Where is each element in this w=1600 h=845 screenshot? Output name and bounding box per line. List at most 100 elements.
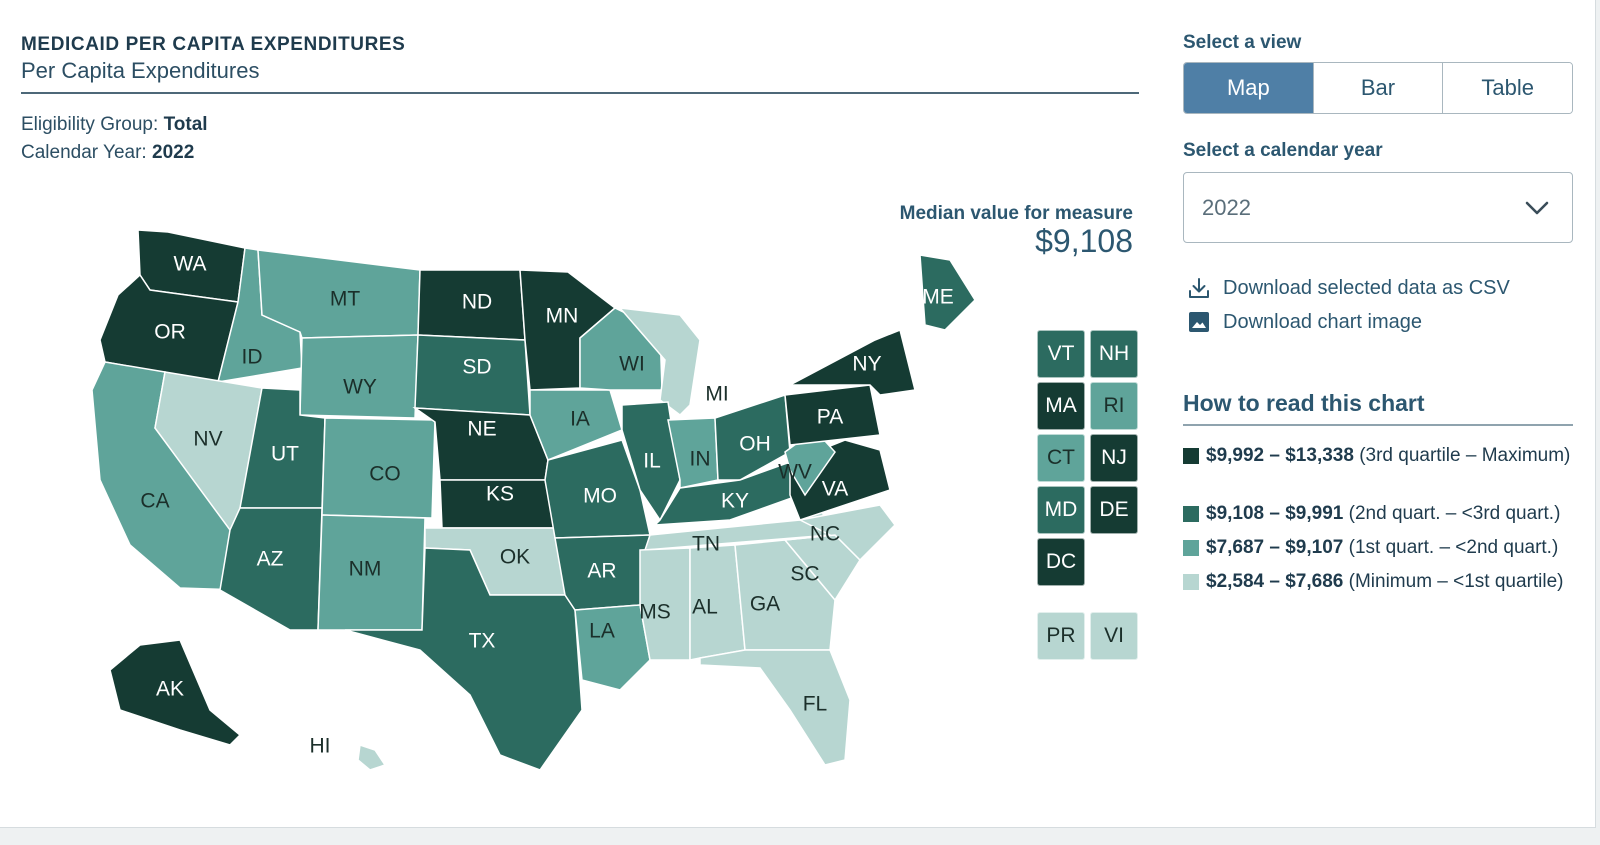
tile-ma[interactable]: MA bbox=[1037, 382, 1085, 430]
state-label-al: AL bbox=[692, 596, 718, 619]
title-divider bbox=[21, 92, 1139, 94]
state-label-wa: WA bbox=[173, 253, 206, 276]
state-tx[interactable] bbox=[344, 547, 583, 771]
howto-divider bbox=[1183, 424, 1573, 426]
eligibility-label: Eligibility Group: bbox=[21, 114, 159, 135]
legend-label: $9,992 – $13,338 (3rd quartile – Maximum… bbox=[1206, 445, 1571, 466]
tile-dc[interactable]: DC bbox=[1037, 538, 1085, 586]
chart-card: MEDICAID PER CAPITA EXPENDITURES Per Cap… bbox=[0, 0, 1596, 828]
legend-label: $7,687 – $9,107 (1st quart. – <2nd quart… bbox=[1206, 537, 1559, 558]
legend-item: $2,584 – $7,686 (Minimum – <1st quartile… bbox=[1183, 570, 1583, 593]
view-map-button[interactable]: Map bbox=[1184, 63, 1313, 113]
state-la[interactable] bbox=[574, 604, 651, 691]
state-mi[interactable] bbox=[618, 307, 701, 416]
state-ms[interactable] bbox=[639, 547, 691, 661]
tile-vt[interactable]: VT bbox=[1037, 330, 1085, 378]
state-ak[interactable] bbox=[109, 639, 242, 746]
median-value: $9,108 bbox=[1035, 223, 1133, 259]
state-label-ia: IA bbox=[570, 408, 590, 431]
view-table-button[interactable]: Table bbox=[1442, 63, 1572, 113]
legend-item: $7,687 – $9,107 (1st quart. – <2nd quart… bbox=[1183, 536, 1583, 559]
legend-swatch bbox=[1183, 540, 1199, 556]
state-label-wv: WV bbox=[778, 461, 812, 484]
state-hi[interactable] bbox=[357, 744, 387, 771]
tile-vi[interactable]: VI bbox=[1090, 612, 1138, 660]
state-co[interactable] bbox=[321, 417, 436, 519]
state-label-mi: MI bbox=[705, 383, 728, 406]
year-select[interactable]: 2022 bbox=[1183, 172, 1573, 243]
state-ny[interactable] bbox=[789, 328, 916, 396]
state-label-wi: WI bbox=[619, 353, 645, 376]
year-select-value: 2022 bbox=[1202, 194, 1251, 220]
view-bar-button[interactable]: Bar bbox=[1312, 63, 1443, 113]
state-label-mo: MO bbox=[583, 485, 617, 508]
state-label-mn: MN bbox=[546, 305, 579, 328]
state-label-ga: GA bbox=[750, 593, 780, 616]
state-nc[interactable] bbox=[784, 504, 896, 562]
state-label-tx: TX bbox=[469, 630, 496, 653]
tile-md[interactable]: MD bbox=[1037, 486, 1085, 534]
state-pa[interactable] bbox=[784, 384, 881, 446]
state-label-ky: KY bbox=[721, 490, 749, 513]
state-label-ok: OK bbox=[500, 546, 530, 569]
legend-swatch bbox=[1183, 448, 1199, 464]
download-image-link[interactable]: Download chart image bbox=[1187, 310, 1422, 334]
chart-subtitle: Per Capita Expenditures bbox=[21, 58, 260, 83]
year-label: Calendar Year: bbox=[21, 142, 147, 163]
state-label-nd: ND bbox=[462, 291, 492, 314]
state-oh[interactable] bbox=[714, 393, 791, 481]
state-label-sc: SC bbox=[790, 563, 819, 586]
legend-range: $7,687 – $9,107 bbox=[1206, 537, 1344, 558]
legend-range: $9,108 – $9,991 bbox=[1206, 503, 1344, 524]
tile-ct[interactable]: CT bbox=[1037, 434, 1085, 482]
chart-eyebrow: MEDICAID PER CAPITA EXPENDITURES bbox=[21, 34, 406, 55]
download-icon bbox=[1189, 278, 1209, 298]
state-ia[interactable] bbox=[529, 389, 623, 461]
state-label-me: ME bbox=[922, 286, 954, 309]
state-label-pa: PA bbox=[817, 406, 843, 429]
image-icon bbox=[1189, 312, 1209, 332]
legend-label: $2,584 – $7,686 (Minimum – <1st quartile… bbox=[1206, 571, 1564, 592]
chevron-down-icon bbox=[1525, 201, 1549, 215]
state-label-nv: NV bbox=[193, 428, 222, 451]
download-csv-link[interactable]: Download selected data as CSV bbox=[1187, 276, 1510, 300]
year-line: Calendar Year: 2022 bbox=[21, 142, 194, 164]
state-label-ne: NE bbox=[467, 418, 496, 441]
state-label-id: ID bbox=[242, 346, 263, 369]
tile-nj[interactable]: NJ bbox=[1090, 434, 1138, 482]
state-label-fl: FL bbox=[803, 693, 828, 716]
state-label-sd: SD bbox=[462, 356, 491, 379]
tile-pr[interactable]: PR bbox=[1037, 612, 1085, 660]
tile-nh[interactable]: NH bbox=[1090, 330, 1138, 378]
us-choropleth-map: WA OR CA ID NV MT WY UT AZ CO NM ND SD NE KS OK TX MN IA MO… bbox=[91, 229, 976, 771]
state-label-co: CO bbox=[369, 463, 401, 486]
legend-swatch bbox=[1183, 574, 1199, 590]
year-value: 2022 bbox=[152, 142, 195, 163]
tile-ri[interactable]: RI bbox=[1090, 382, 1138, 430]
state-label-ut: UT bbox=[271, 443, 299, 466]
state-fl[interactable] bbox=[699, 649, 851, 766]
state-in[interactable] bbox=[667, 417, 719, 489]
tile-de[interactable]: DE bbox=[1090, 486, 1138, 534]
state-label-in: IN bbox=[690, 448, 711, 471]
state-label-oh: OH bbox=[739, 433, 771, 456]
download-csv-label: Download selected data as CSV bbox=[1223, 276, 1510, 299]
view-select-label: Select a view bbox=[1183, 32, 1302, 53]
state-me[interactable] bbox=[919, 254, 976, 331]
howto-title: How to read this chart bbox=[1183, 390, 1425, 416]
state-label-ms: MS bbox=[639, 601, 671, 624]
legend-item: $9,108 – $9,991 (2nd quart. – <3rd quart… bbox=[1183, 502, 1583, 525]
median-label: Median value for measure bbox=[899, 203, 1133, 224]
legend-range: $2,584 – $7,686 bbox=[1206, 571, 1344, 592]
state-ga[interactable] bbox=[734, 539, 836, 651]
state-label-wy: WY bbox=[343, 376, 377, 399]
legend-item: $9,992 – $13,338 (3rd quartile – Maximum… bbox=[1183, 444, 1583, 467]
state-label-il: IL bbox=[643, 450, 661, 473]
legend-label: $9,108 – $9,991 (2nd quart. – <3rd quart… bbox=[1206, 503, 1561, 524]
legend-range: $9,992 – $13,338 bbox=[1206, 445, 1354, 466]
state-label-va: VA bbox=[822, 478, 848, 501]
state-label-ny: NY bbox=[852, 353, 881, 376]
state-label-nm: NM bbox=[349, 558, 382, 581]
view-toggle: Map Bar Table bbox=[1183, 62, 1573, 114]
state-label-or: OR bbox=[154, 321, 186, 344]
